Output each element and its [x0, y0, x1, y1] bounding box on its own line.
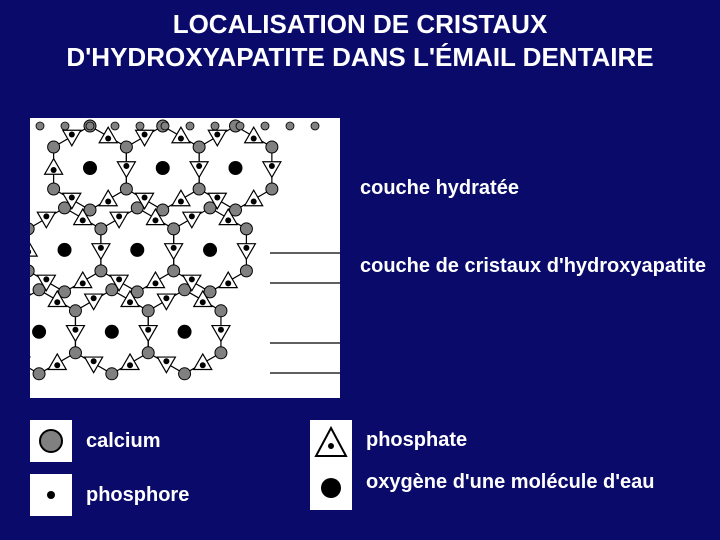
- legend-item-phosphore: phosphore: [30, 474, 310, 516]
- legend-label: phosphate: [366, 428, 690, 452]
- legend-label: calcium: [86, 429, 310, 453]
- label-hydrated-layer: couche hydratée: [360, 175, 706, 201]
- phosphore-icon: [30, 474, 72, 516]
- legend-label: phosphore: [86, 483, 310, 507]
- phosphate-oxygen-icon: [310, 420, 352, 510]
- legend: calcium phosphore phosphate oxygène d'un…: [30, 420, 690, 528]
- legend-item-phosphate: phosphate oxygène d'une molécule d'eau: [310, 420, 690, 510]
- page-title: LOCALISATION DE CRISTAUX D'HYDROXYAPATIT…: [0, 0, 720, 73]
- crystal-diagram: [30, 118, 340, 398]
- calcium-icon: [30, 420, 72, 462]
- legend-label: oxygène d'une molécule d'eau: [366, 470, 690, 494]
- legend-item-calcium: calcium: [30, 420, 310, 462]
- layer-labels: couche hydratée couche de cristaux d'hyd…: [360, 175, 706, 279]
- label-crystal-layer: couche de cristaux d'hydroxyapatite: [360, 253, 706, 279]
